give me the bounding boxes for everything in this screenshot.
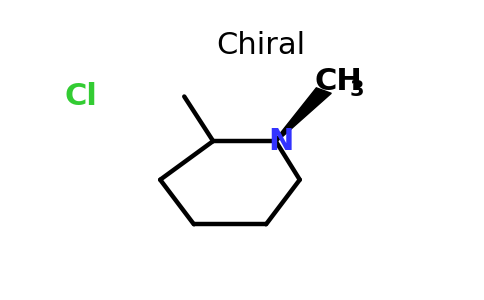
- Text: Chiral: Chiral: [217, 31, 306, 60]
- Polygon shape: [274, 88, 331, 142]
- Text: Cl: Cl: [65, 82, 98, 111]
- Text: CH: CH: [314, 67, 362, 96]
- Text: 3: 3: [349, 80, 364, 100]
- Text: N: N: [268, 127, 293, 156]
